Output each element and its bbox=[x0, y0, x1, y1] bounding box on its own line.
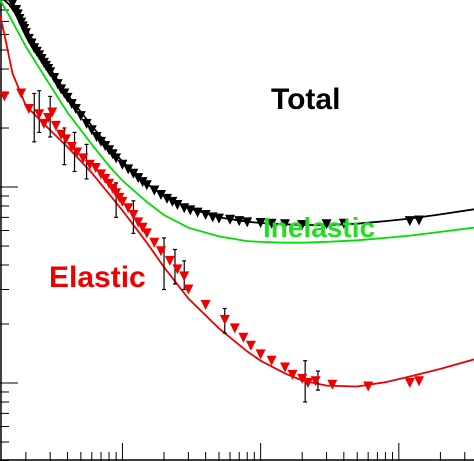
inelastic-fit-curve bbox=[0, 0, 474, 244]
total-data-point bbox=[20, 28, 31, 39]
elastic-data-point bbox=[117, 196, 128, 207]
total-data-point bbox=[162, 193, 172, 204]
elastic-data-point bbox=[156, 246, 166, 257]
elastic-data-point bbox=[183, 284, 194, 295]
annotation-elastic: Elastic bbox=[49, 261, 146, 294]
elastic-data-point bbox=[302, 378, 313, 388]
total-fit-curve bbox=[2, 0, 474, 226]
total-data-point bbox=[128, 168, 139, 179]
elastic-data-point bbox=[287, 369, 298, 380]
total-data-point bbox=[86, 125, 97, 136]
total-data-point bbox=[62, 92, 73, 103]
elastic-data-point bbox=[172, 264, 183, 275]
elastic-data-point bbox=[255, 349, 266, 360]
total-data-point bbox=[45, 67, 56, 78]
annotation-inelastic: Inelastic bbox=[263, 212, 375, 243]
total-data-point bbox=[266, 218, 277, 229]
elastic-data-point bbox=[23, 104, 34, 114]
total-data-point bbox=[141, 180, 152, 191]
total-data-point bbox=[75, 111, 86, 122]
elastic-data-point bbox=[414, 376, 424, 387]
elastic-data-point bbox=[90, 163, 101, 173]
total-data-point bbox=[255, 218, 266, 228]
elastic-data-point bbox=[363, 381, 374, 392]
elastic-data-point bbox=[66, 142, 77, 152]
elastic-data-point bbox=[229, 323, 240, 334]
total-data-point bbox=[192, 207, 203, 218]
elastic-data-point bbox=[16, 88, 27, 99]
elastic-data-point bbox=[179, 271, 190, 282]
total-data-point bbox=[338, 218, 349, 229]
total-data-point bbox=[117, 159, 128, 170]
elastic-data-point bbox=[149, 237, 160, 248]
series-points bbox=[0, 0, 424, 392]
total-data-point bbox=[70, 104, 81, 114]
total-data-point bbox=[111, 153, 122, 164]
elastic-data-point bbox=[72, 147, 83, 158]
elastic-data-point bbox=[297, 373, 308, 384]
total-data-point bbox=[234, 216, 245, 227]
elastic-data-point bbox=[43, 113, 54, 123]
total-data-point bbox=[167, 196, 178, 207]
total-data-point bbox=[123, 164, 134, 175]
elastic-data-point bbox=[128, 210, 139, 220]
elastic-data-point bbox=[133, 217, 144, 228]
total-data-point bbox=[404, 216, 415, 227]
total-data-point bbox=[149, 185, 160, 196]
elastic-data-point bbox=[280, 362, 290, 373]
elastic-data-point bbox=[219, 314, 230, 325]
elastic-data-point bbox=[38, 118, 49, 129]
elastic-data-point bbox=[50, 120, 61, 131]
elastic-data-point bbox=[34, 109, 45, 120]
elastic-data-point bbox=[78, 153, 89, 164]
elastic-data-point bbox=[141, 228, 152, 239]
total-data-point bbox=[156, 190, 166, 200]
total-data-point bbox=[52, 79, 63, 90]
elastic-data-point bbox=[310, 376, 321, 387]
total-data-point bbox=[321, 219, 332, 230]
elastic-data-point bbox=[47, 107, 58, 118]
total-data-point bbox=[414, 215, 424, 226]
total-data-point bbox=[214, 213, 224, 224]
total-data-point bbox=[81, 118, 92, 129]
total-data-point bbox=[172, 200, 183, 210]
annotation-total: Total bbox=[271, 83, 340, 116]
elastic-data-point bbox=[123, 203, 134, 214]
elastic-data-point bbox=[266, 355, 277, 366]
elastic-data-point bbox=[137, 222, 148, 233]
elastic-data-point bbox=[60, 134, 71, 145]
total-data-point bbox=[8, 0, 17, 9]
elastic-data-point bbox=[245, 340, 256, 351]
elastic-data-point bbox=[327, 379, 338, 390]
elastic-data-point bbox=[164, 255, 175, 266]
total-data-point bbox=[225, 214, 235, 225]
total-data-point bbox=[242, 217, 253, 228]
elastic-fit-curve bbox=[0, 15, 474, 388]
elastic-data-point bbox=[200, 300, 211, 310]
total-data-point bbox=[280, 219, 290, 230]
elastic-data-point bbox=[404, 378, 415, 388]
elastic-data-point bbox=[0, 91, 10, 102]
total-data-point bbox=[49, 73, 60, 83]
elastic-data-point bbox=[84, 159, 95, 170]
total-data-point bbox=[297, 220, 308, 230]
error-bars bbox=[32, 90, 320, 403]
total-data-point bbox=[137, 177, 148, 188]
elastic-data-point bbox=[238, 332, 249, 343]
